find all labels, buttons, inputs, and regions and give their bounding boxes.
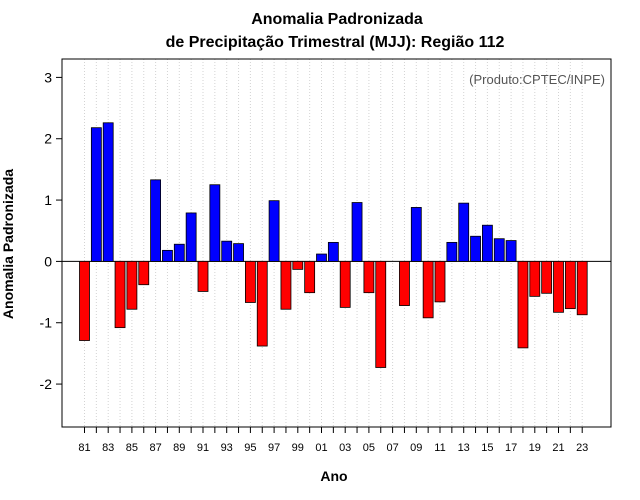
bar-1985 (126, 260, 138, 310)
bar-1998 (280, 260, 292, 310)
bar-2001 (316, 253, 327, 262)
x-tick-label: 23 (576, 442, 588, 454)
bar-1995 (244, 260, 256, 303)
bar-1997 (268, 200, 280, 262)
x-tick-label: 87 (149, 442, 161, 454)
x-tick-label: 97 (268, 442, 280, 454)
x-tick-label: 03 (339, 442, 351, 454)
bar-2023 (576, 260, 588, 316)
bar-2010 (422, 260, 434, 319)
bar-1983 (102, 122, 114, 262)
bar-1993 (221, 240, 233, 262)
bar-2012 (446, 241, 458, 262)
credit-label: (Produto:CPTEC/INPE) (469, 72, 605, 87)
plot-frame (61, 58, 612, 428)
x-axis: 81 83 85 87 89 91 93 95 97 99 01 03 05 07 09 11 13 15 17 19… (78, 427, 588, 454)
x-tick-label: 99 (292, 442, 304, 454)
chart-title-line2: de Precipitação Trimestral (MJJ): Região… (166, 34, 505, 51)
bar-2008 (399, 260, 410, 306)
x-tick-label: 95 (244, 442, 256, 454)
bar-2020 (541, 260, 553, 294)
bar-2011 (434, 260, 446, 303)
bar-2015 (481, 224, 493, 262)
bar-2003 (339, 260, 351, 308)
bar-2022 (564, 260, 576, 310)
bar-2013 (458, 202, 470, 262)
bar-2009 (410, 207, 422, 262)
x-tick-label: 21 (552, 442, 564, 454)
bar-1991 (197, 260, 209, 292)
x-tick-label: 15 (481, 442, 493, 454)
bar-1990 (185, 212, 197, 262)
bar-2004 (351, 202, 363, 262)
bar-2002 (327, 241, 339, 262)
bar-2017 (505, 240, 517, 262)
bar-2014 (470, 235, 481, 262)
x-tick-label: 83 (102, 442, 114, 454)
x-tick-label: 17 (505, 442, 517, 454)
y-axis-label: Anomalia Padronizada (0, 169, 16, 319)
bar-1987 (150, 179, 162, 262)
bar-1986 (138, 260, 150, 286)
bar-2005 (363, 260, 375, 294)
y-axis: -2 -1 0 1 2 3 (40, 69, 62, 392)
x-tick-label: 11 (434, 442, 445, 454)
bar-2016 (493, 238, 505, 262)
x-tick-label: 89 (173, 442, 185, 454)
y-tick-label: -2 (40, 376, 53, 392)
y-tick-label: -1 (40, 315, 53, 331)
y-tick-label: 3 (44, 69, 52, 85)
bar-1989 (173, 243, 185, 262)
bar-2000 (304, 260, 316, 294)
x-tick-label: 07 (386, 442, 398, 454)
x-axis-label: Ano (320, 468, 347, 484)
bar-2018 (517, 260, 529, 349)
x-tick-label: 09 (410, 442, 422, 454)
bar-1992 (209, 184, 221, 262)
y-tick-label: 1 (44, 192, 52, 208)
bar-1999 (292, 260, 304, 270)
bar-1988 (162, 249, 173, 262)
x-tick-label: 81 (78, 442, 90, 454)
x-tick-label: 01 (315, 442, 327, 454)
bars (79, 122, 588, 368)
bar-2021 (553, 260, 564, 313)
bar-2006 (375, 260, 387, 368)
chart-title-line1: Anomalia Padronizada (251, 11, 423, 28)
bar-1984 (114, 260, 126, 329)
bar-1981 (79, 260, 90, 341)
bar-1996 (256, 260, 268, 347)
x-tick-label: 05 (363, 442, 375, 454)
x-tick-label: 93 (221, 442, 233, 454)
x-tick-label: 91 (197, 442, 209, 454)
y-tick-label: 0 (44, 253, 52, 269)
bar-1994 (233, 243, 244, 262)
x-tick-label: 13 (458, 442, 470, 454)
bar-2019 (529, 260, 541, 297)
x-tick-label: 19 (529, 442, 541, 454)
x-tick-label: 85 (126, 442, 138, 454)
bar-1982 (90, 127, 102, 262)
y-tick-label: 2 (44, 131, 52, 147)
